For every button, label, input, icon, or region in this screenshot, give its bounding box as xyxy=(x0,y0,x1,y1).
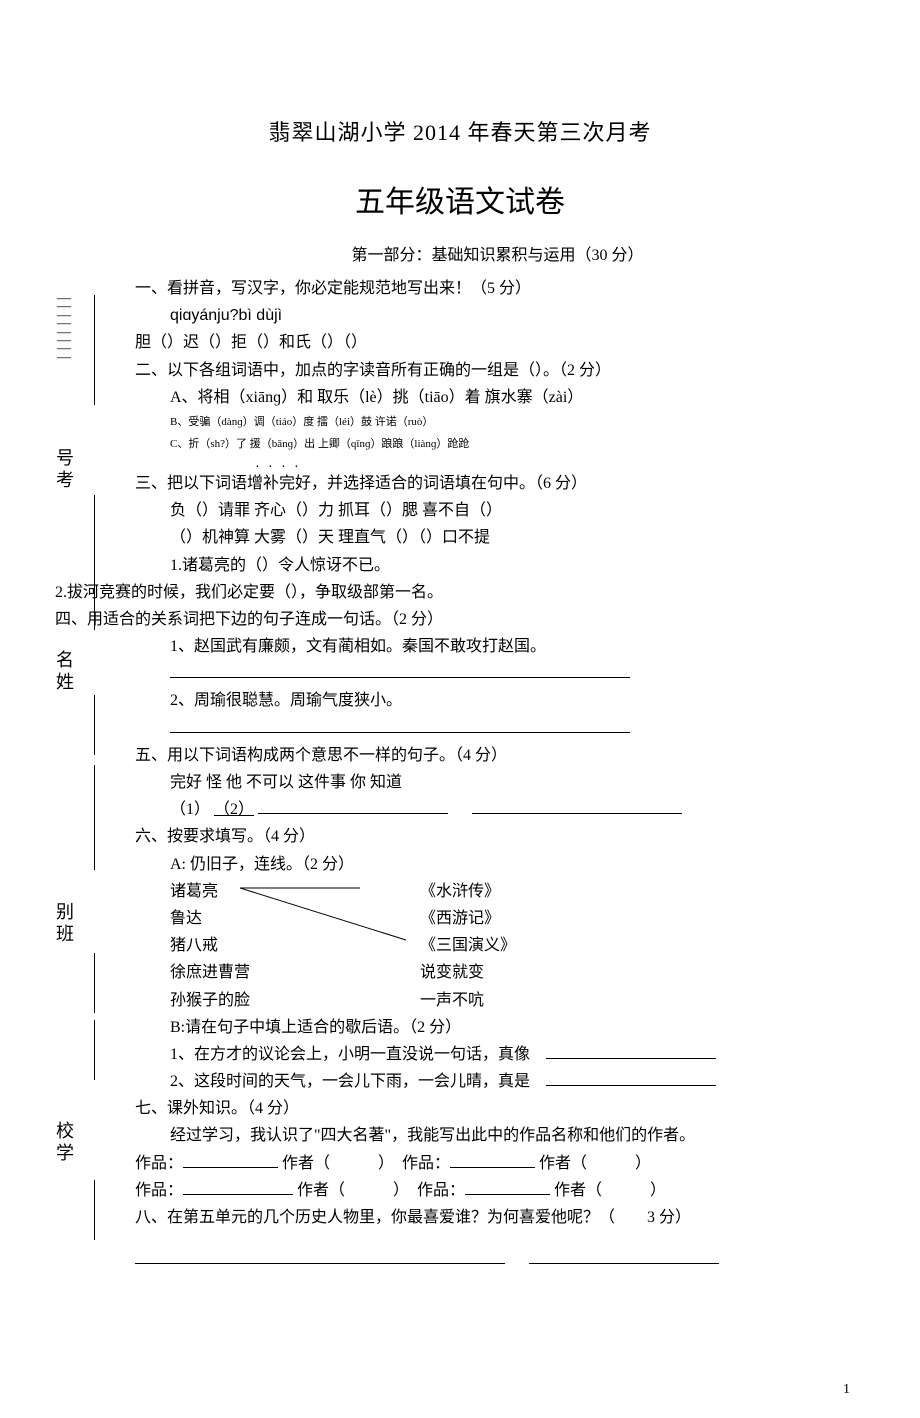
section-header: 第一部分：基础知识累积与运用（30 分） xyxy=(135,241,860,265)
q2-optA: A、将相（xiānɡ）和 取乐（lè）挑（tiāo）着 旗水寨（zài） xyxy=(135,384,860,411)
q6-subB: B:请在句子中填上适合的歇后语。（2 分） xyxy=(135,1014,860,1041)
q8-title: 八、在第五单元的几个历史人物里，你最喜爱谁？为何喜爱他呢？（ 3 分） xyxy=(135,1204,860,1231)
q6-subA: A: 仍旧子，连线。（2 分） xyxy=(135,851,860,878)
q7-author1-end: 作者（ ） xyxy=(539,1155,651,1172)
q5-l1: 完好 怪 他 不可以 这件事 你 知道 xyxy=(135,769,860,796)
q7-author1-label: 作者（ ） 作品： xyxy=(282,1155,450,1172)
q3-l1: 负（）请罪 齐心（）力 抓耳（）腮 喜不自（） xyxy=(135,497,860,524)
q6-b5: 一声不吭 xyxy=(420,987,484,1014)
q4-l1: 1、赵国武有廉颇，文有蔺相如。秦国不敢攻打赵国。 xyxy=(135,633,860,660)
q6-bl1: 1、在方才的议论会上，小明一直没说一句话，真像 xyxy=(135,1041,860,1068)
vbar-2 xyxy=(94,495,95,630)
q6-b4: 说变就变 xyxy=(420,959,484,986)
vbar-4b xyxy=(94,1020,95,1080)
q7-author2-end: 作者（ ） xyxy=(554,1182,666,1199)
label-class: 别班 xyxy=(55,902,75,945)
q6-a2: 鲁达 xyxy=(170,905,420,932)
q5-l2a: （1） xyxy=(170,801,210,818)
q2-title: 二、以下各组词语中，加点的字读音所有正确的一组是（）。（2 分） xyxy=(135,357,860,384)
q5-title: 五、用以下词语构成两个意思不一样的句子。（4 分） xyxy=(135,742,860,769)
vbar-3b xyxy=(94,765,95,870)
q6-title: 六、按要求填写。（4 分） xyxy=(135,823,860,850)
q6-bl2: 2、这段时间的天气，一会儿下雨，一会儿晴，真是 xyxy=(135,1068,860,1095)
main-title: 翡翠山湖小学 2014 年春天第三次月考 xyxy=(0,115,920,147)
q4-blank2 xyxy=(135,715,860,742)
q4-title: 四、用适合的关系词把下边的句子连成一句话。（2 分） xyxy=(55,606,860,633)
q8-blank xyxy=(135,1246,860,1273)
q7-work2-label: 作品： xyxy=(135,1182,183,1199)
vbar-5 xyxy=(94,1180,95,1240)
q6-bl1-text: 1、在方才的议论会上，小明一直没说一句话，真像 xyxy=(170,1046,530,1063)
q7-l1: 经过学习，我认识了"四大名著"，我能写出此中的作品名称和他们的作者。 xyxy=(135,1122,860,1149)
content-area: 第一部分：基础知识累积与运用（30 分） 一、看拼音，写汉字，你必定能规范地写出… xyxy=(135,241,860,1273)
q2-optB: B、受骗（dànɡ）调（tiáo）度 擂（léi）鼓 许诺（ruò） xyxy=(135,411,860,433)
q7-title: 七、课外知识。（4 分） xyxy=(135,1095,860,1122)
label-name: 名姓 xyxy=(55,650,75,693)
q7-work1-label: 作品： xyxy=(135,1155,183,1172)
q5-l2b: （2） xyxy=(214,801,254,818)
q6-a1: 诸葛亮 xyxy=(170,878,420,905)
q4-blank1 xyxy=(135,660,860,687)
label-exam-number: 号考 xyxy=(55,448,75,491)
emphasis-dots: ．．．． xyxy=(135,455,860,470)
page-number: 1 xyxy=(843,1382,850,1398)
q7-author2-label: 作者（ ） 作品： xyxy=(297,1182,465,1199)
q6-b3: 《三国演义》 xyxy=(420,932,516,959)
q5-l2: （1） （2） xyxy=(135,796,860,823)
vbar-1 xyxy=(94,295,95,405)
q2-optC: C、折（sh?）了 援（bānɡ）出 上卿（qīnɡ）踉踉（liànɡ）跄跄 xyxy=(135,433,860,455)
q6-a4: 徐庶进曹营 xyxy=(170,959,420,986)
q6-a5: 孙猴子的脸 xyxy=(170,987,420,1014)
q1-pinyin: qiɑyánju?bì dùjì xyxy=(135,302,860,329)
q3-l3: 1.诸葛亮的（）令人惊讶不已。 xyxy=(135,552,860,579)
q6-b1: 《水浒传》 xyxy=(420,878,500,905)
q3-l2: （）机神算 大雾（）天 理直气（）（）口不提 xyxy=(135,524,860,551)
tick-marks: ———————— xyxy=(57,295,71,362)
vbar-3a xyxy=(94,695,95,755)
q6-b2: 《西游记》 xyxy=(420,905,500,932)
sub-title: 五年级语文试卷 xyxy=(0,177,920,221)
q3-title: 三、把以下词语增补完好，并选择适合的词语填在句中。（6 分） xyxy=(135,470,860,497)
vbar-4a xyxy=(94,953,95,1013)
label-school: 校学 xyxy=(55,1121,75,1164)
q3-l4: 2.拔河竞赛的时候，我们必定要（），争取级部第一名。 xyxy=(55,579,860,606)
q6-a3: 猪八戒 xyxy=(170,932,420,959)
q1-blanks: 胆（）迟（）拒（）和氏（）（） xyxy=(135,329,860,356)
q1-title: 一、看拼音，写汉字，你必定能规范地写出来！（5 分） xyxy=(135,275,860,302)
q7-row2: 作品： 作者（ ） 作品： 作者（ ） xyxy=(135,1177,860,1204)
q7-row1: 作品： 作者（ ） 作品： 作者（ ） xyxy=(135,1150,860,1177)
q6-bl2-text: 2、这段时间的天气，一会儿下雨，一会儿晴，真是 xyxy=(170,1073,530,1090)
q4-l2: 2、周瑜很聪慧。周瑜气度狭小。 xyxy=(135,687,860,714)
